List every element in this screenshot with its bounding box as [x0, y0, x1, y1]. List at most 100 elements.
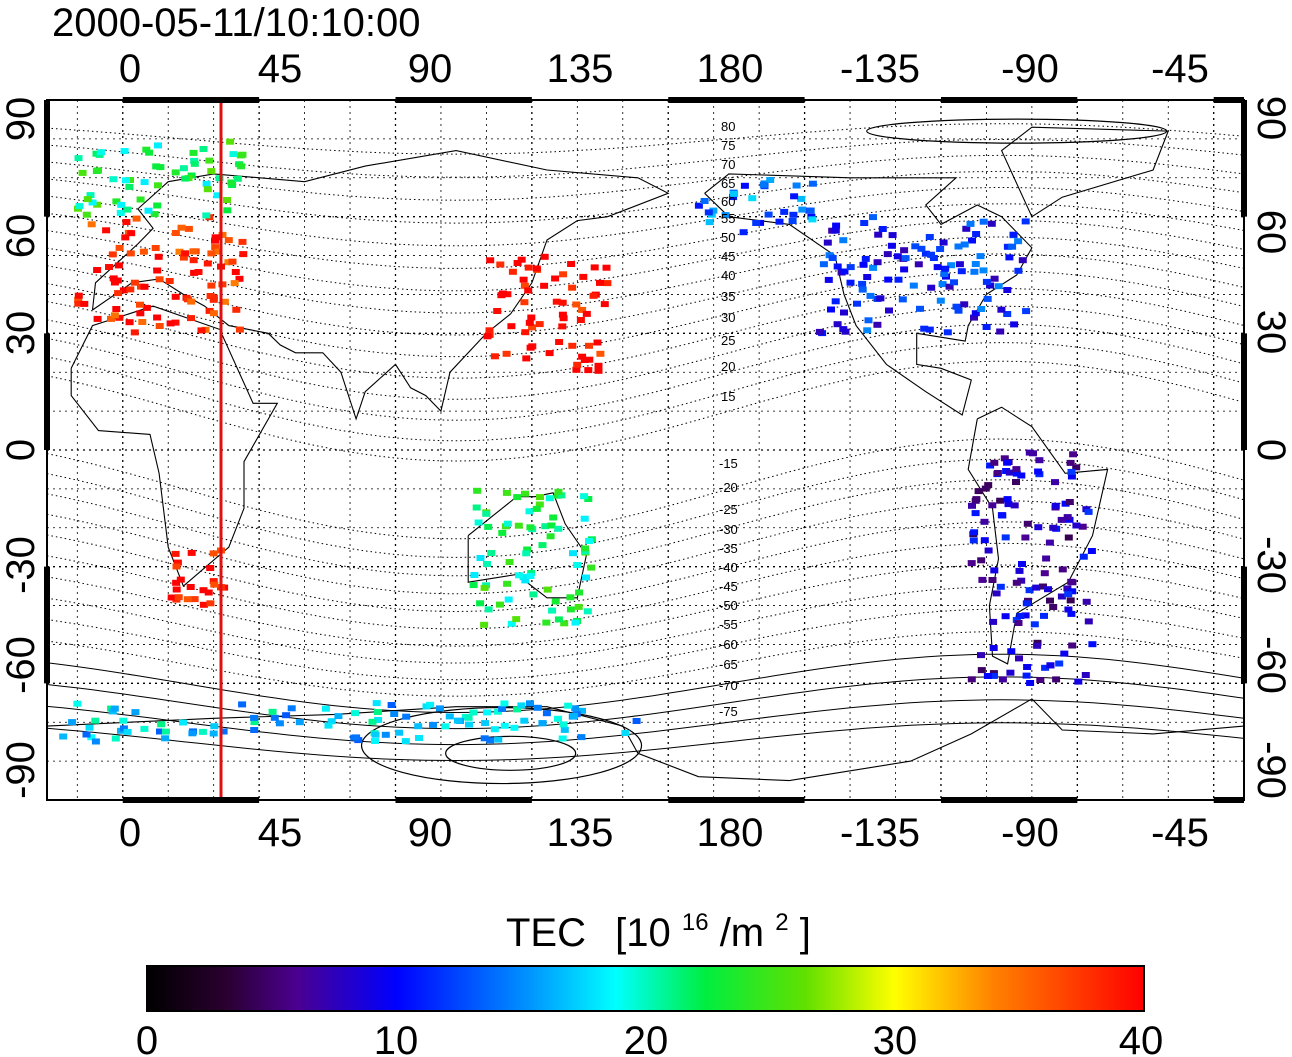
tec-cell: [507, 323, 516, 330]
tec-cell: [700, 198, 709, 204]
tec-cell: [199, 146, 208, 152]
x-tick-label: -135: [840, 47, 920, 91]
tec-cell: [441, 723, 450, 730]
tec-cell: [232, 306, 241, 313]
tec-cell: [1057, 593, 1066, 600]
tec-cell: [189, 248, 198, 255]
tec-cell: [93, 315, 102, 322]
tec-cell: [82, 731, 91, 738]
tec-cell: [498, 290, 507, 297]
tec-cell: [846, 279, 855, 286]
tec-cell: [151, 245, 160, 251]
tec-cell: [936, 246, 945, 252]
tec-cell: [977, 306, 986, 312]
contour-label: -45: [719, 579, 738, 594]
tec-cell: [474, 519, 483, 526]
tec-cell: [1051, 479, 1059, 486]
colorbar-ticks: 0 10 20 30 40: [136, 1019, 1163, 1057]
tec-cell: [203, 260, 212, 267]
tec-cell: [1049, 604, 1058, 610]
tec-cell: [1014, 238, 1023, 245]
tec-cell: [1072, 464, 1081, 471]
tec-cell: [1003, 496, 1012, 503]
tec-cell: [483, 709, 492, 716]
tec-cell: [883, 251, 892, 258]
plot-area: [47, 100, 1244, 800]
tec-cell: [205, 307, 214, 314]
colorbar-unit-mid: /m: [720, 911, 764, 955]
tec-cell: [797, 195, 806, 202]
tec-cell: [166, 320, 175, 327]
tec-cell: [82, 211, 91, 218]
tec-cell: [1066, 459, 1075, 466]
tec-cell: [142, 304, 151, 311]
contour-label: 60: [721, 194, 735, 209]
tec-cell: [980, 537, 989, 544]
tec-cell: [91, 738, 100, 745]
tec-cell: [925, 326, 934, 333]
tec-cell: [1018, 561, 1026, 567]
colorbar-label: TEC: [506, 911, 586, 955]
tec-cell: [541, 523, 550, 530]
tec-cell: [179, 719, 188, 726]
tec-cell: [130, 279, 139, 286]
tec-cell: [585, 538, 593, 544]
tec-cell: [909, 282, 918, 289]
tec-cell: [481, 720, 490, 727]
tec-cell: [853, 300, 861, 307]
tec-cell: [980, 518, 989, 525]
tec-cell: [878, 226, 887, 232]
tec-cell: [469, 582, 478, 589]
tec-cell: [1087, 548, 1096, 554]
tec-cell: [209, 578, 218, 585]
tec-cell: [1088, 641, 1097, 648]
tec-cell: [764, 211, 773, 218]
tec-cell: [579, 273, 588, 280]
tec-cell: [116, 209, 125, 216]
tec-cell: [840, 268, 849, 275]
tec-cell: [74, 155, 83, 162]
tec-cell: [1007, 648, 1016, 655]
x-tick-label: 0: [119, 811, 141, 855]
contour-line: [47, 542, 1244, 630]
tec-cell: [171, 169, 180, 176]
y-tick-label: 30: [0, 311, 43, 356]
tec-cell: [986, 282, 995, 289]
tec-cell: [351, 710, 360, 717]
contour-line: [47, 236, 1244, 314]
tec-cell: [552, 298, 561, 305]
tec-cell: [566, 594, 575, 601]
tec-cell: [138, 319, 147, 325]
tec-cell: [327, 718, 336, 725]
tec-cell: [989, 618, 998, 625]
tec-cell: [1030, 621, 1039, 628]
tec-cell: [900, 266, 909, 273]
tec-cell: [900, 247, 909, 254]
tec-cell: [172, 579, 181, 586]
lat-lon-grid: [47, 100, 1244, 800]
tec-cell: [122, 177, 130, 184]
x-tick-label: -45: [1151, 811, 1209, 855]
tec-cell: [602, 264, 611, 271]
tec-cell: [198, 728, 207, 735]
tec-cell: [582, 574, 590, 581]
tec-cell: [507, 620, 516, 627]
tec-cell: [1065, 499, 1074, 505]
tec-cell: [1021, 218, 1030, 225]
tec-cell: [83, 196, 92, 203]
tec-cell: [500, 722, 509, 729]
tec-cell: [572, 301, 581, 308]
magnetic-latitude-contours: [47, 118, 1244, 785]
tec-cell: [970, 268, 979, 275]
tec-cell: [1067, 473, 1076, 480]
x-tick-label: 45: [258, 811, 303, 855]
contour-label: -75: [719, 704, 738, 719]
tec-cell: [952, 303, 961, 310]
tec-cell: [576, 317, 585, 323]
tec-cell: [227, 179, 236, 186]
tec-cell: [815, 328, 824, 335]
tec-cell: [869, 214, 877, 221]
tec-cell: [977, 667, 986, 674]
contour-label: -60: [719, 637, 738, 652]
tec-cell: [105, 264, 113, 270]
